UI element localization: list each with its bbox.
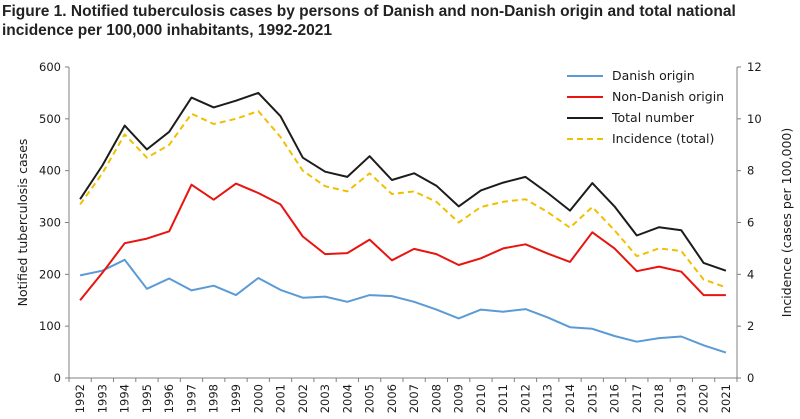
x-tick-label: 2015: [585, 384, 599, 413]
x-tick-label: 1993: [95, 384, 109, 413]
y2-tick-label: 10: [747, 112, 762, 126]
x-tick-label: 1996: [162, 384, 176, 413]
x-tick-label: 2018: [652, 384, 666, 413]
y-tick-label: 400: [39, 164, 61, 178]
chart-axes: 0 100 200 300 400 500 600 0 2 4 6 8 10 12 1992 1993 1994…: [39, 60, 762, 413]
x-tick-label: 1994: [118, 384, 132, 413]
y-tick-label: 0: [54, 371, 61, 385]
x-tick-label: 2007: [407, 384, 421, 413]
x-tick-label: 2017: [630, 384, 644, 413]
series-line-non-danish-origin: [79, 182, 726, 301]
y-tick-label: 200: [39, 267, 61, 281]
y2-tick-label: 0: [747, 371, 754, 385]
legend-label: Incidence (total): [612, 131, 714, 146]
x-tick-label: 2011: [496, 384, 510, 413]
x-tick-label: 2002: [296, 384, 310, 413]
figure-title: Figure 1. Notified tuberculosis cases by…: [2, 3, 736, 39]
x-tick-label: 2010: [474, 384, 488, 413]
x-tick-label: 2014: [563, 384, 577, 413]
x-tick-label: 2000: [251, 384, 265, 413]
y2-tick-label: 6: [747, 216, 754, 230]
x-tick-label: 2021: [719, 384, 733, 413]
series-line-total-number: [79, 91, 727, 272]
x-tick-label: 1998: [207, 384, 221, 413]
chart-legend: Danish origin Non-Danish origin Total numb…: [567, 68, 724, 146]
y-tick-label: 100: [39, 319, 61, 333]
legend-label: Danish origin: [612, 68, 695, 83]
x-tick-label: 2013: [541, 384, 555, 413]
x-tick-label: 1999: [229, 384, 243, 413]
x-tick-label: 1997: [184, 384, 198, 413]
x-tick-label: 2012: [518, 384, 532, 413]
x-tick-label: 2006: [385, 384, 399, 413]
legend-label: Non-Danish origin: [612, 89, 724, 104]
y2-tick-label: 2: [747, 319, 754, 333]
y2-tick-label: 4: [747, 267, 754, 281]
x-tick-label: 2016: [608, 384, 622, 413]
x-tick-label: 2019: [674, 384, 688, 413]
x-tick-label: 2020: [697, 384, 711, 413]
x-tick-label: 2009: [452, 384, 466, 413]
y-tick-label: 300: [39, 216, 61, 230]
x-tick-label: 2001: [274, 384, 288, 413]
x-tick-label: 2008: [429, 384, 443, 413]
y-tick-label: 500: [39, 112, 61, 126]
y-tick-label: 600: [39, 60, 61, 74]
x-tick-label: 2005: [363, 384, 377, 413]
y-axis-label: Notified tuberculosis cases: [15, 139, 30, 307]
chart-series: [79, 91, 727, 354]
x-tick-label: 1995: [140, 384, 154, 413]
series-line-danish-origin: [79, 258, 727, 354]
y2-axis-label: Incidence (cases per 100,000): [779, 128, 794, 317]
x-tick-label: 1992: [73, 384, 87, 413]
series-line-incidence-total: [79, 110, 727, 289]
x-tick-label: 2003: [318, 384, 332, 413]
x-tick-label: 2004: [340, 384, 354, 413]
y2-tick-label: 12: [747, 60, 762, 74]
legend-label: Total number: [611, 110, 695, 125]
y2-tick-label: 8: [747, 164, 754, 178]
